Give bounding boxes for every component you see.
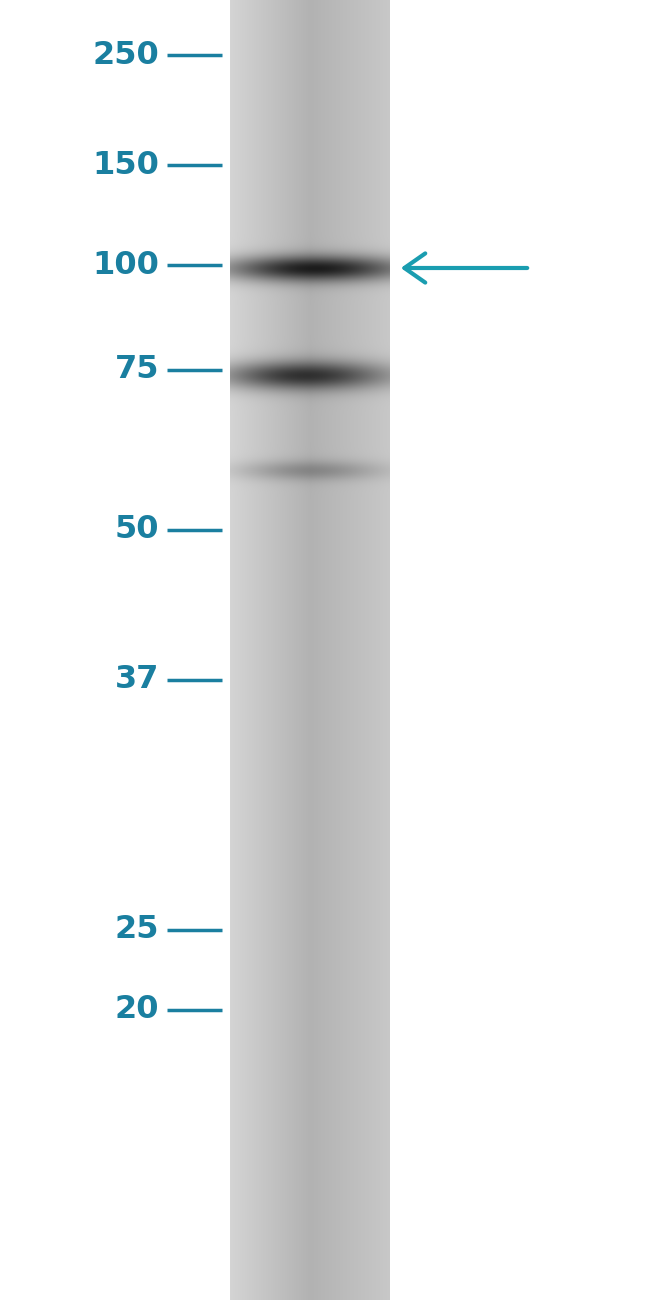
Text: 50: 50 bbox=[114, 515, 159, 546]
Text: 20: 20 bbox=[114, 994, 159, 1026]
Text: 150: 150 bbox=[92, 150, 159, 181]
Text: 75: 75 bbox=[114, 355, 159, 386]
Text: 250: 250 bbox=[92, 39, 159, 70]
Text: 25: 25 bbox=[114, 914, 159, 945]
Text: 100: 100 bbox=[92, 250, 159, 281]
Text: 37: 37 bbox=[114, 664, 159, 696]
